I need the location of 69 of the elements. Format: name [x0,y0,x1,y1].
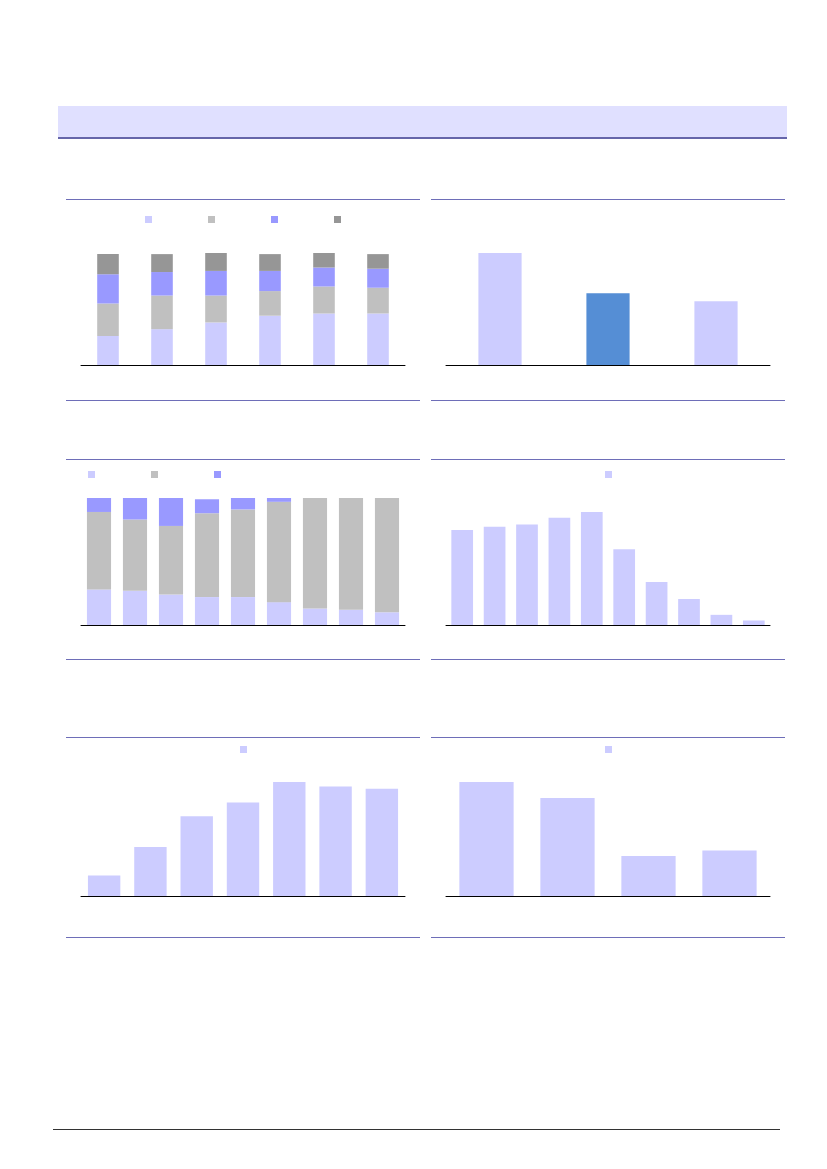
bar [742,620,765,625]
bar [151,295,173,330]
bar [459,782,514,896]
bar [313,267,335,287]
bar [338,609,364,625]
bar [97,254,119,275]
bar [230,498,256,510]
bar [97,303,119,336]
bar [180,816,213,896]
bar [205,253,227,271]
bar [86,498,112,512]
bar [205,295,227,323]
bar [151,272,173,296]
bar [367,287,389,314]
bar [266,498,292,502]
bar [374,498,400,613]
bar [483,526,506,625]
bar [365,788,399,896]
bar [266,501,292,603]
bar [205,270,227,296]
bar [151,329,173,365]
bar [158,594,184,625]
bar [122,590,148,625]
bar [678,599,700,625]
bar [319,786,352,896]
bar [613,549,636,625]
bar [374,612,400,625]
bar [313,253,335,268]
bar [451,530,474,625]
bar [134,846,167,896]
bar [313,286,335,314]
bar [367,313,389,365]
bar [122,498,148,520]
bar [313,313,335,365]
bar [580,512,603,625]
bar [226,802,260,896]
bar [205,322,227,365]
bar [158,525,184,595]
bar [122,519,148,591]
bar [158,498,184,526]
bar [338,498,364,610]
bar [86,511,112,590]
bar [516,524,538,625]
bar [621,856,676,896]
bar [230,597,256,625]
bar [273,782,306,896]
bar [259,291,281,316]
bar [266,602,292,625]
bar [302,498,328,609]
bar [302,608,328,625]
bar [194,513,220,598]
bar [540,797,595,896]
bar [259,270,281,292]
bar [86,589,112,625]
bar [259,315,281,365]
bar [87,875,121,896]
bar [259,254,281,271]
bar [97,335,119,365]
bar [367,268,389,288]
bar [702,850,757,896]
bar [230,509,256,598]
bar [710,614,733,625]
bar [151,254,173,273]
bar [194,597,220,625]
bar [548,517,571,625]
bar [367,254,389,269]
bar [194,499,220,514]
bar [97,274,119,304]
bar [645,582,668,625]
